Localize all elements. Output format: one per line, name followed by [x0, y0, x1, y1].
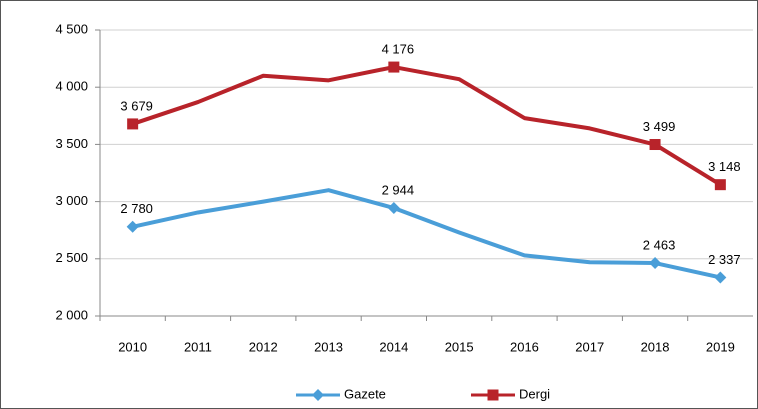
data-point [649, 139, 661, 151]
x-tick-label: 2012 [249, 339, 278, 354]
series-line [132, 65, 722, 187]
data-point [127, 118, 139, 130]
data-label: 2 780 [120, 201, 153, 216]
data-point [714, 179, 726, 191]
data-label: 3 679 [120, 98, 153, 113]
y-tick-label: 4 000 [55, 79, 88, 94]
y-tick-label: 3 500 [55, 136, 88, 151]
data-label: 2 944 [382, 182, 415, 197]
data-label: 3 499 [643, 119, 676, 134]
x-tick-label: 2013 [314, 339, 343, 354]
y-tick-label: 4 500 [55, 21, 88, 36]
x-tick-label: 2010 [118, 339, 147, 354]
data-point [388, 61, 400, 73]
y-tick-label: 2 000 [55, 307, 88, 322]
legend-marker [312, 389, 324, 401]
series-line [132, 188, 721, 280]
data-point [649, 257, 662, 270]
data-point [387, 202, 400, 215]
y-tick-label: 2 500 [55, 250, 88, 265]
x-tick-label: 2019 [706, 339, 735, 354]
data-label: 3 148 [708, 159, 741, 174]
y-tick-label: 3 000 [55, 193, 88, 208]
x-tick-label: 2014 [379, 339, 408, 354]
x-tick-label: 2016 [510, 339, 539, 354]
data-point [714, 271, 727, 284]
x-tick-label: 2018 [641, 339, 670, 354]
legend-marker [487, 389, 499, 401]
x-tick-label: 2011 [184, 339, 212, 354]
legend-label: Gazete [344, 386, 386, 401]
legend-label: Dergi [519, 386, 550, 401]
x-tick-label: 2017 [575, 339, 604, 354]
x-tick-label: 2015 [445, 339, 474, 354]
data-label: 4 176 [382, 42, 415, 57]
data-label: 2 337 [708, 252, 741, 267]
data-point [126, 220, 139, 233]
data-label: 2 463 [643, 237, 676, 252]
